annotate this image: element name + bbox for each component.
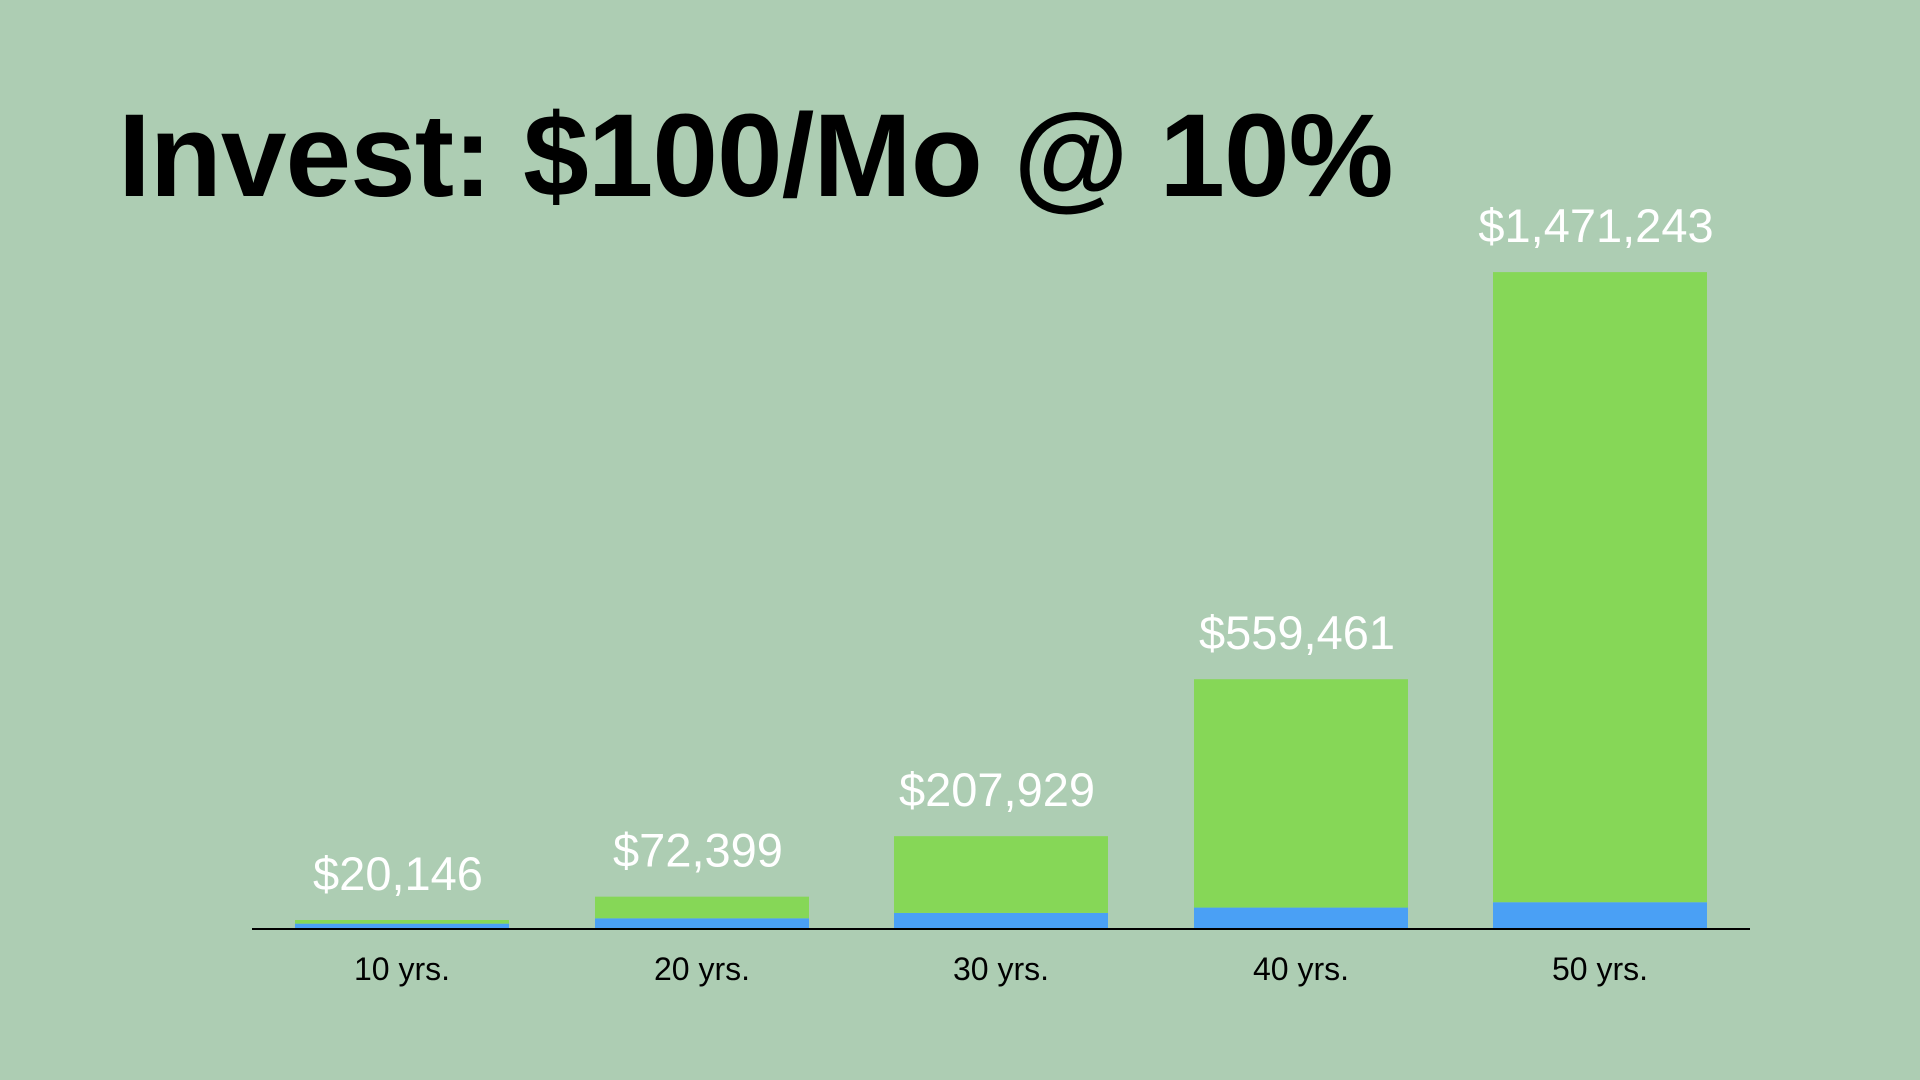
value-label-1: $20,146 — [313, 847, 483, 900]
bar-growth-2 — [595, 896, 809, 919]
x-tick-label-1: 10 yrs. — [354, 951, 450, 987]
bars-layer — [295, 272, 1707, 929]
bar-contributions-5 — [1493, 902, 1707, 929]
bar-growth-3 — [894, 836, 1108, 913]
x-tick-label-5: 50 yrs. — [1552, 951, 1648, 987]
value-label-4: $559,461 — [1199, 606, 1395, 659]
x-tick-label-3: 30 yrs. — [953, 951, 1049, 987]
bar-growth-4 — [1194, 679, 1408, 908]
bar-growth-5 — [1493, 272, 1707, 903]
bar-contributions-2 — [595, 918, 809, 929]
bar-contributions-4 — [1194, 907, 1408, 929]
bar-contributions-3 — [894, 912, 1108, 929]
labels-layer: $20,146 10 yrs. $72,399 20 yrs. $207,929 30 y… — [313, 199, 1714, 987]
value-label-5: $1,471,243 — [1478, 199, 1713, 252]
x-tick-label-2: 20 yrs. — [654, 951, 750, 987]
value-label-2: $72,399 — [613, 824, 783, 877]
bar-contributions-1 — [295, 923, 509, 929]
x-tick-label-4: 40 yrs. — [1253, 951, 1349, 987]
chart-title: Invest: $100/Mo @ 10% — [118, 90, 1394, 222]
value-label-3: $207,929 — [899, 763, 1095, 816]
bar-growth-1 — [295, 920, 509, 924]
